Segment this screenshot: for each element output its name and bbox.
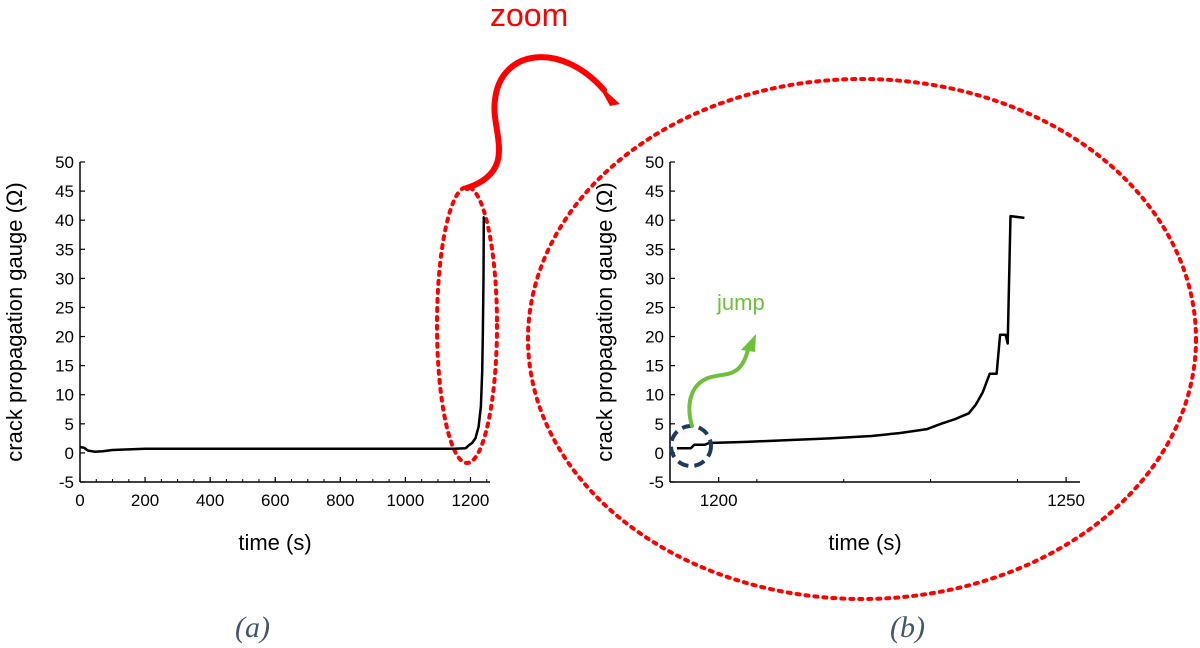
y-tick-label: 45	[55, 182, 74, 201]
x-tick-label: 1000	[386, 491, 424, 510]
x-tick-label: 600	[261, 491, 289, 510]
y-axis-title: crack propagation gauge (Ω)	[2, 182, 27, 461]
y-tick-label: 0	[655, 444, 664, 463]
y-tick-label: 10	[645, 386, 664, 405]
jump-arrow-head	[741, 334, 756, 352]
jump-label: jump	[716, 290, 765, 315]
y-tick-label: 35	[645, 240, 664, 259]
y-tick-label: 10	[55, 386, 74, 405]
y-axis-title: crack propagation gauge (Ω)	[592, 182, 617, 461]
y-tick-label: 15	[645, 357, 664, 376]
chart-panel-b: -5 0 5 10 15 20 25 30 35 40 45 50 1200 1250 time (s) cr…	[592, 153, 1085, 555]
y-tick-label: 5	[655, 415, 664, 434]
y-tick-label: 0	[65, 444, 74, 463]
y-tick-label: 25	[645, 298, 664, 317]
x-tick-label: 400	[196, 491, 224, 510]
zoom-source-ellipse	[435, 185, 499, 465]
x-tick-label: 1200	[700, 491, 738, 510]
y-tick-label: -5	[649, 473, 664, 492]
zoom-arrow	[464, 54, 607, 191]
y-tick-label: 15	[55, 357, 74, 376]
x-tick-label: 800	[326, 491, 354, 510]
data-series-line	[79, 216, 486, 453]
y-tick-label: 35	[55, 240, 74, 259]
y-tick-label: 40	[55, 211, 74, 230]
panel-label-a: (a)	[235, 611, 270, 644]
x-tick-label: 1200	[452, 491, 490, 510]
x-tick-label: 200	[131, 491, 159, 510]
panel-label-b: (b)	[890, 611, 925, 644]
y-tick-label: 25	[55, 298, 74, 317]
data-series-line	[676, 214, 1025, 450]
y-tick-label: 20	[55, 328, 74, 347]
x-axis-title: time (s)	[828, 530, 901, 555]
y-tick-label: -5	[59, 473, 74, 492]
y-tick-label: 40	[645, 211, 664, 230]
y-tick-label: 50	[55, 153, 74, 172]
y-tick-label: 5	[65, 415, 74, 434]
x-tick-label: 0	[75, 491, 84, 510]
y-tick-label: 45	[645, 182, 664, 201]
jump-arrow	[687, 348, 750, 428]
x-tick-label: 1250	[1047, 491, 1085, 510]
zoom-label: zoom	[490, 0, 568, 33]
y-tick-label: 30	[55, 269, 74, 288]
y-tick-label: 30	[645, 269, 664, 288]
y-tick-label: 20	[645, 328, 664, 347]
zoom-region-ellipse	[526, 77, 1198, 601]
x-axis-title: time (s)	[238, 530, 311, 555]
zoom-arrow-head	[598, 84, 620, 106]
y-tick-label: 50	[645, 153, 664, 172]
